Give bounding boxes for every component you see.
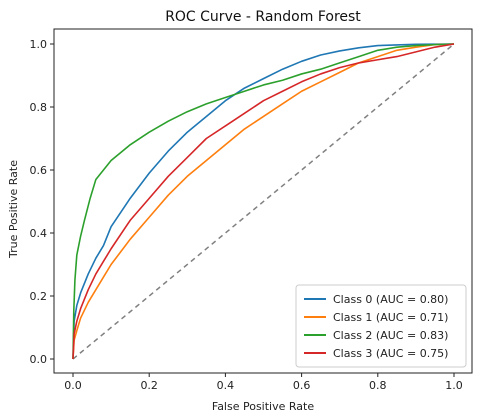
series-line-class-0 xyxy=(72,43,455,360)
series-line-class-1 xyxy=(72,43,455,360)
y-tick-label: 0.6 xyxy=(30,164,48,177)
x-tick-label: 0.6 xyxy=(293,379,311,392)
x-tick-label: 0.2 xyxy=(140,379,158,392)
x-tick-label: 0.8 xyxy=(369,379,387,392)
x-tick-label: 1.0 xyxy=(445,379,463,392)
y-axis-label: True Positive Rate xyxy=(7,160,20,259)
legend: Class 0 (AUC = 0.80) Class 1 (AUC = 0.71)… xyxy=(295,284,467,368)
legend-entry: Class 3 (AUC = 0.75) xyxy=(333,347,448,360)
series-line-class-3 xyxy=(72,43,455,360)
diagonal-reference-line xyxy=(72,43,455,360)
legend-entry: Class 1 (AUC = 0.71) xyxy=(333,311,448,324)
y-tick-label: 0.0 xyxy=(30,353,48,366)
axes-frame xyxy=(53,28,473,374)
series-line-class-2 xyxy=(72,43,455,360)
x-axis-label: False Positive Rate xyxy=(212,400,314,413)
legend-box xyxy=(295,284,467,368)
y-tick-label: 0.4 xyxy=(30,227,48,240)
y-tick-label: 0.2 xyxy=(30,290,48,303)
x-tick-label: 0.0 xyxy=(64,379,82,392)
y-tick-label: 0.8 xyxy=(30,101,48,114)
legend-entry: Class 2 (AUC = 0.83) xyxy=(333,329,448,342)
y-tick-label: 1.0 xyxy=(30,38,48,51)
legend-entry: Class 0 (AUC = 0.80) xyxy=(333,293,448,306)
plot-area: 0.0 0.2 0.4 0.6 0.8 1.0 0.0 0.2 0.4 0.6 0.8 1.0 xyxy=(30,28,473,392)
x-tick-label: 0.4 xyxy=(217,379,235,392)
chart-title: ROC Curve - Random Forest xyxy=(165,9,361,25)
